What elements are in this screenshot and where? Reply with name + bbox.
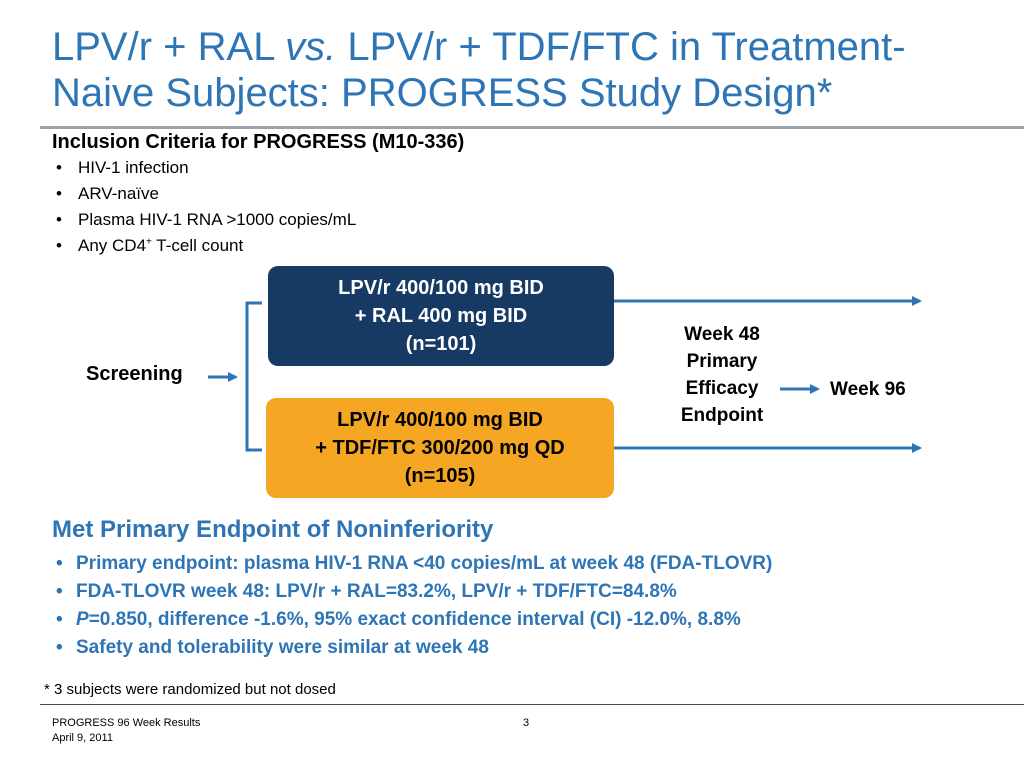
arm-1-addon-line: + RAL 400 mg BID: [354, 305, 528, 327]
footer-divider: [40, 704, 1024, 705]
arm-2-addon-line: + TDF/FTC 300/200 mg QD: [315, 437, 565, 459]
endpoint-section: Met Primary Endpoint of Noninferiority P…: [52, 514, 992, 662]
arm-1-regimen-line: LPV/r 400/100 mg BID: [338, 277, 544, 299]
footer-presentation-title: PROGRESS 96 Week Results: [52, 717, 201, 729]
inclusion-criteria-section: Inclusion Criteria for PROGRESS (M10-336…: [52, 129, 752, 259]
footnote: * 3 subjects were randomized but not dos…: [44, 681, 336, 698]
arm-lpv-tdf-ftc-box: LPV/r 400/100 mg BID + TDF/FTC 300/200 m…: [266, 398, 614, 498]
endpoint-results-list: Primary endpoint: plasma HIV-1 RNA <40 c…: [52, 550, 992, 662]
endpoint-item-fda-tlovr: FDA-TLOVR week 48: LPV/r + RAL=83.2%, LP…: [52, 578, 992, 606]
cd4-text-end: T-cell count: [151, 236, 244, 255]
page-number: 3: [522, 717, 530, 729]
inclusion-item-cd4: Any CD4+ T-cell count: [52, 233, 752, 259]
inclusion-criteria-list: HIV-1 infection ARV-naïve Plasma HIV-1 R…: [52, 155, 752, 259]
title-part-1: LPV/r + RAL: [52, 25, 286, 69]
slide-title: LPV/r + RAL vs. LPV/r + TDF/FTC in Treat…: [52, 24, 972, 116]
week48-line-1: Week 48: [684, 324, 760, 345]
week48-line-2: Primary: [686, 351, 758, 372]
arm-2-regimen-line: LPV/r 400/100 mg BID: [337, 409, 543, 431]
p-value-symbol: P: [76, 609, 89, 630]
week48-endpoint-label: Week 48 Primary Efficacy Endpoint: [666, 321, 778, 429]
endpoint-item-p-value: P=0.850, difference -1.6%, 95% exact con…: [52, 606, 992, 634]
title-part-2: LPV/r + TDF/FTC in Treatment-Naive Subje…: [52, 25, 906, 115]
arm-2-count: (n=105): [404, 465, 476, 487]
arm-lpv-ral-box: LPV/r 400/100 mg BID + RAL 400 mg BID (n…: [268, 266, 614, 366]
footer-info: PROGRESS 96 Week Results April 9, 2011: [52, 716, 200, 746]
week96-label: Week 96: [830, 379, 906, 400]
footer-date: April 9, 2011: [52, 732, 113, 744]
inclusion-item-hiv-infection: HIV-1 infection: [52, 155, 752, 181]
arm-1-count: (n=101): [405, 333, 477, 355]
screening-label: Screening: [86, 363, 183, 385]
inclusion-criteria-heading: Inclusion Criteria for PROGRESS (M10-336…: [52, 131, 465, 153]
endpoint-item-primary: Primary endpoint: plasma HIV-1 RNA <40 c…: [52, 550, 992, 578]
cd4-superscript: +: [146, 236, 152, 248]
week48-line-4: Endpoint: [680, 405, 764, 426]
week48-line-3: Efficacy: [685, 378, 759, 399]
endpoint-item-safety: Safety and tolerability were similar at …: [52, 634, 992, 662]
title-divider: [40, 126, 1024, 129]
p-value-text: =0.850, difference -1.6%, 95% exact conf…: [88, 609, 741, 630]
inclusion-item-plasma-rna: Plasma HIV-1 RNA >1000 copies/mL: [52, 207, 752, 233]
endpoint-heading: Met Primary Endpoint of Noninferiority: [52, 516, 494, 543]
title-vs: vs.: [285, 25, 337, 69]
cd4-text: Any CD4: [78, 236, 147, 255]
inclusion-item-arv-naive: ARV-naïve: [52, 181, 752, 207]
